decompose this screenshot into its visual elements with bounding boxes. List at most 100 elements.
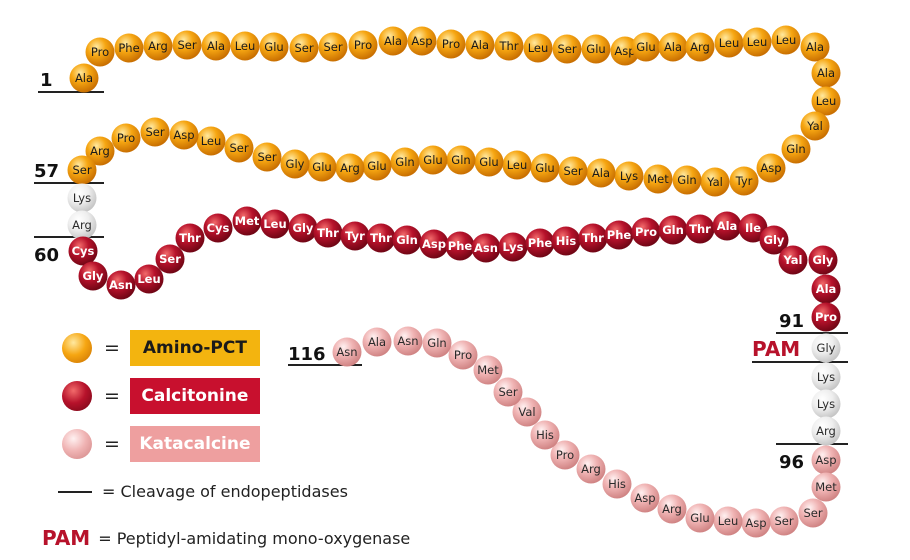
residue-ball	[418, 145, 448, 175]
residue-label: Leu	[235, 39, 256, 53]
residue-30: Yal	[800, 111, 830, 141]
residue-67: Met	[232, 206, 262, 236]
residue-label: Phe	[528, 236, 553, 250]
residue-label: Asp	[614, 44, 635, 58]
residue-ball	[672, 165, 702, 195]
residue-93: Lys	[811, 362, 841, 392]
residue-33: Tyr	[729, 166, 759, 196]
residue-ball	[811, 445, 841, 475]
residue-ball	[811, 389, 841, 419]
position-label-91: 91	[779, 311, 804, 332]
residue-ball	[259, 32, 289, 62]
residue-21: Glu	[631, 32, 661, 62]
residue-label: Asp	[411, 34, 432, 48]
residue-label: Lys	[620, 169, 638, 183]
residue-ball	[558, 156, 588, 186]
cleavage-lines	[34, 91, 848, 445]
residue-label: Ala	[717, 219, 738, 233]
residue-ball	[85, 37, 115, 67]
residue-85: Ala	[712, 211, 742, 241]
residue-ball	[658, 215, 688, 245]
legend-calcitonine-label: Calcitonine	[141, 386, 249, 406]
residue-66: Cys	[203, 213, 233, 243]
residue-12: Ala	[378, 26, 408, 56]
residue-label: Leu	[201, 134, 222, 148]
legend-calcitonine-box: Calcitonine	[129, 378, 260, 414]
pam-site-label: PAM	[752, 337, 800, 361]
residue-ball	[67, 155, 97, 185]
residue-ball	[445, 231, 475, 261]
residue-label: Asp	[173, 128, 194, 142]
residue-label: Ser	[229, 141, 248, 155]
residue-ball	[335, 153, 365, 183]
residue-ball	[581, 34, 611, 64]
residue-label: Gly	[293, 221, 314, 235]
residue-24: Leu	[714, 28, 744, 58]
residue-ball	[260, 209, 290, 239]
residue-11: Pro	[348, 30, 378, 60]
residue-116: Asn	[332, 337, 362, 367]
residue-label: Ser	[72, 163, 91, 177]
residue-28: Ala	[811, 58, 841, 88]
residue-3: Phe	[114, 33, 144, 63]
residue-ball	[771, 25, 801, 55]
residue-label: Thr	[317, 226, 339, 240]
residue-38: Ala	[586, 158, 616, 188]
legend-calcitonine-ball	[62, 381, 92, 411]
residue-ball	[106, 270, 136, 300]
residue-23: Arg	[685, 32, 715, 62]
residue-ball	[498, 232, 528, 262]
residue-ball	[578, 223, 608, 253]
residue-6: Ala	[201, 31, 231, 61]
residue-ball	[307, 152, 337, 182]
residue-7: Leu	[230, 31, 260, 61]
residue-label: Arg	[581, 462, 601, 476]
residue-ball	[530, 420, 560, 450]
residue-label: Yal	[806, 119, 823, 133]
residue-label: Ser	[563, 164, 582, 178]
residue-94: Lys	[811, 389, 841, 419]
residue-label: Pro	[91, 45, 109, 59]
residue-label: Arg	[816, 424, 836, 438]
residue-label: Ala	[817, 66, 835, 80]
residue-58: Lys	[67, 183, 97, 213]
residue-75: Phe	[445, 231, 475, 261]
legend-cleavage: = Cleavage of endopeptidases	[58, 482, 348, 501]
residue-ball	[318, 32, 348, 62]
residue-label: His	[608, 477, 626, 491]
residue-77: Lys	[498, 232, 528, 262]
residue-25: Leu	[742, 27, 772, 57]
residue-ball	[552, 34, 582, 64]
residue-32: Asp	[756, 153, 786, 183]
residue-ball	[550, 440, 580, 470]
residue-97: Met	[811, 472, 841, 502]
residue-ball	[390, 147, 420, 177]
residue-ball	[811, 333, 841, 363]
residue-label: Arg	[72, 218, 92, 232]
residue-74: Asp	[419, 229, 449, 259]
residue-ball	[811, 416, 841, 446]
residue-label: Met	[235, 214, 260, 228]
residue-52: Leu	[196, 126, 226, 156]
residue-ball	[800, 32, 830, 62]
residue-ball	[448, 340, 478, 370]
residue-47: Arg	[335, 153, 365, 183]
residue-label: Pro	[442, 37, 460, 51]
residue-88: Yal	[778, 245, 808, 275]
residue-label: Phe	[448, 239, 473, 253]
residue-label: Arg	[90, 144, 110, 158]
residue-label: Lys	[817, 370, 835, 384]
residue-112: Pro	[448, 340, 478, 370]
residue-label: Ala	[471, 38, 489, 52]
residue-label: Glu	[423, 153, 442, 167]
residue-ball	[196, 126, 226, 156]
residue-95: Arg	[811, 416, 841, 446]
residue-label: Gly	[817, 341, 836, 355]
residue-ball	[465, 30, 495, 60]
residue-label: Glu	[479, 155, 498, 169]
residue-72: Thr	[366, 223, 396, 253]
residue-ball	[700, 167, 730, 197]
residue-34: Yal	[700, 167, 730, 197]
residue-14: Pro	[436, 29, 466, 59]
